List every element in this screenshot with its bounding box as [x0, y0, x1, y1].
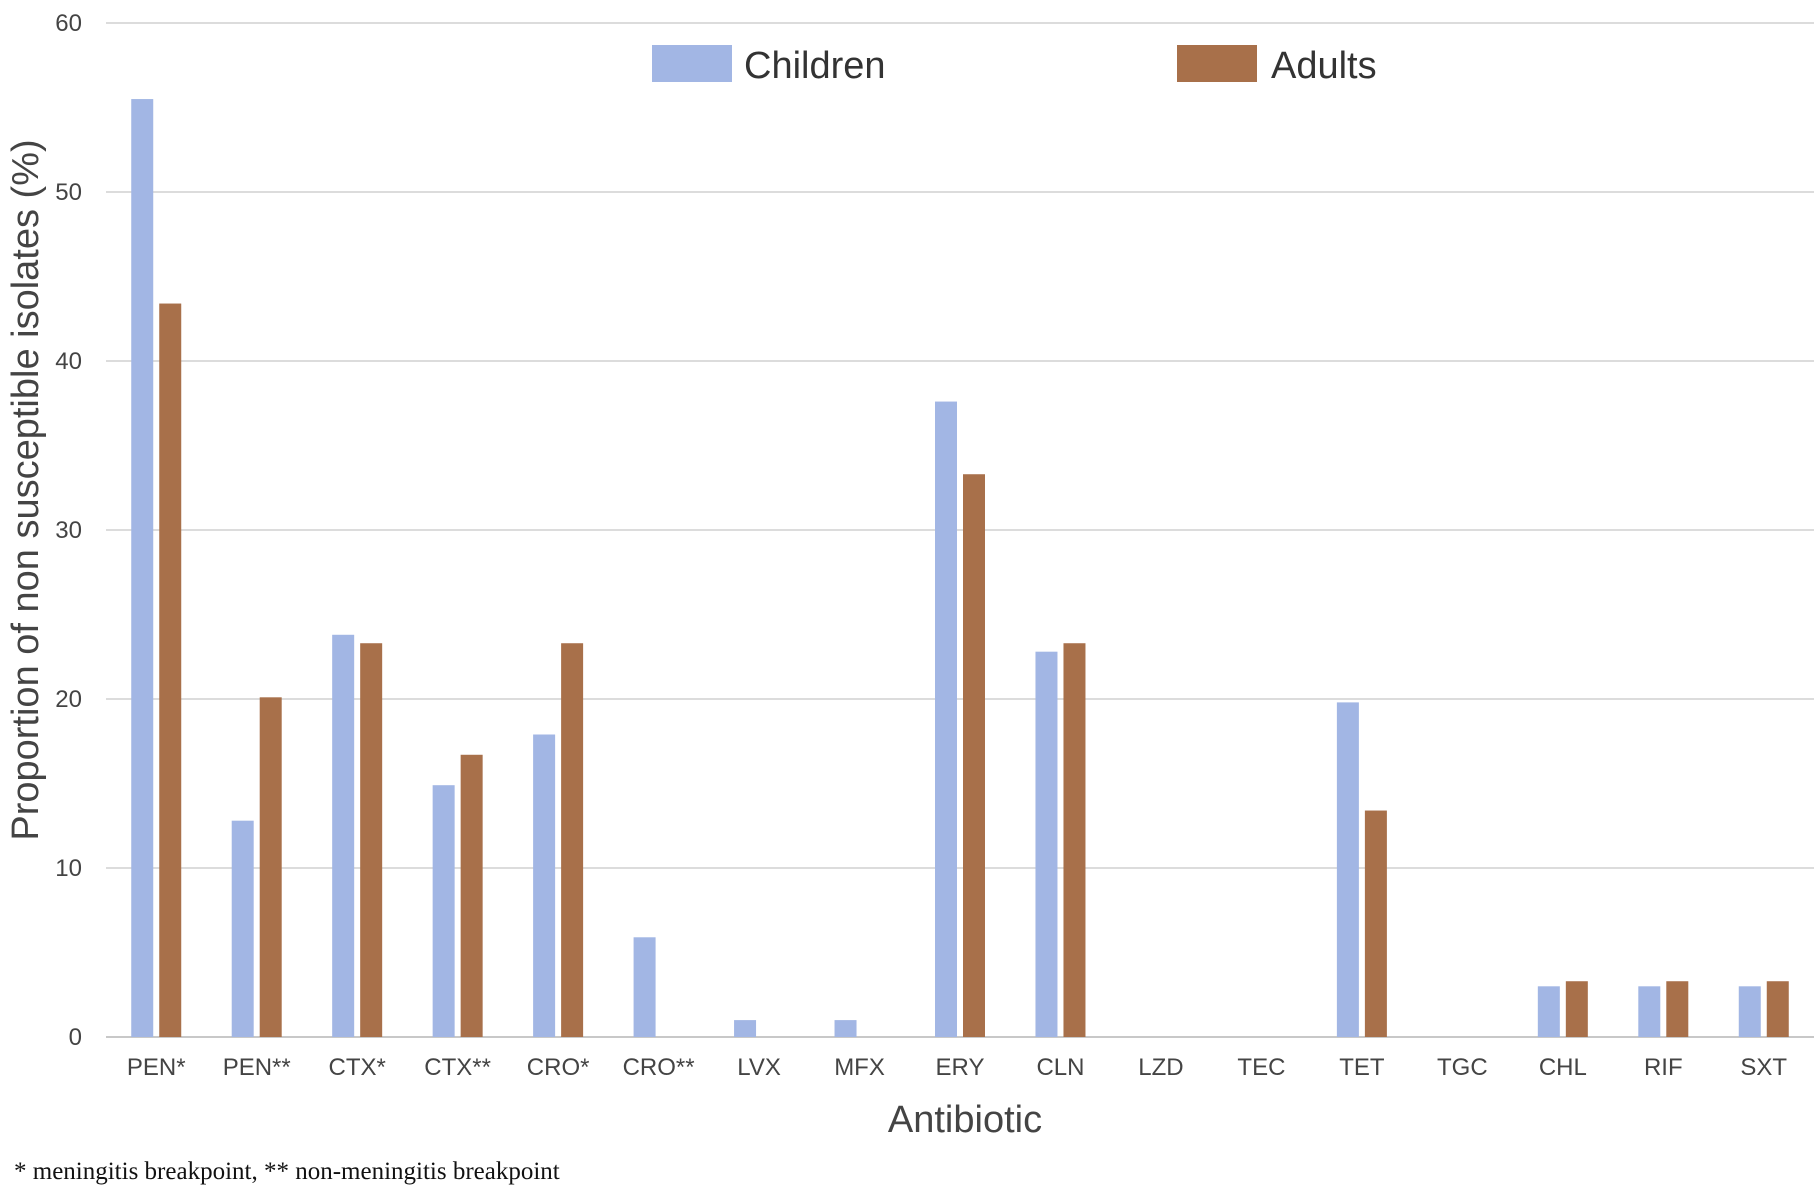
- x-tick-label: CTX**: [424, 1054, 491, 1081]
- x-tick-label: LZD: [1138, 1054, 1183, 1081]
- bar-children-8: [935, 401, 957, 1037]
- bar-children-9: [1035, 651, 1058, 1037]
- bar-adults-1: [259, 697, 282, 1037]
- bar-adults-12: [1364, 810, 1387, 1037]
- legend-label-adults: Adults: [1271, 45, 1377, 87]
- bar-adults-8: [963, 474, 985, 1038]
- bar-adults-14: [1565, 981, 1588, 1037]
- y-tick-label: 60: [55, 10, 82, 37]
- bar-children-12: [1336, 702, 1359, 1037]
- y-tick-label: 20: [55, 686, 82, 713]
- x-tick-label: RIF: [1644, 1054, 1683, 1081]
- bar-adults-16: [1766, 981, 1789, 1037]
- bar-children-2: [332, 634, 355, 1037]
- gridlines: [106, 22, 1814, 1038]
- bar-children-16: [1738, 986, 1761, 1037]
- y-tick-label: 0: [69, 1024, 82, 1051]
- x-tick-label: TGC: [1437, 1054, 1488, 1081]
- legend-label-children: Children: [744, 45, 886, 87]
- bar-children-6: [734, 1020, 757, 1037]
- bar-adults-2: [360, 643, 383, 1037]
- bar-children-5: [633, 937, 656, 1037]
- bar-children-7: [834, 1020, 857, 1037]
- y-axis-ticks: 0 10 20 30 40 50 60: [55, 10, 82, 1051]
- bars: [131, 99, 1789, 1038]
- x-tick-label: PEN*: [127, 1054, 186, 1081]
- x-tick-label: TEC: [1237, 1054, 1285, 1081]
- x-tick-label: CRO*: [527, 1054, 590, 1081]
- x-axis-ticks: PEN* PEN** CTX* CTX** CRO* CRO** LVX MFX ERY CLN L…: [127, 1054, 1788, 1081]
- bar-adults-4: [561, 643, 584, 1037]
- x-tick-label: MFX: [834, 1054, 885, 1081]
- x-axis-title: Antibiotic: [888, 1099, 1042, 1141]
- x-tick-label: CTX*: [329, 1054, 386, 1081]
- bar-children-15: [1638, 986, 1661, 1037]
- bar-children-14: [1537, 986, 1560, 1037]
- y-tick-label: 50: [55, 179, 82, 206]
- bar-adults-15: [1666, 981, 1689, 1037]
- y-tick-label: 40: [55, 348, 82, 375]
- x-tick-label: PEN**: [223, 1054, 291, 1081]
- x-tick-label: ERY: [936, 1054, 985, 1081]
- x-tick-label: CRO**: [623, 1054, 695, 1081]
- legend: Children Adults: [652, 45, 1377, 87]
- legend-swatch-children: [652, 45, 732, 82]
- bar-children-4: [533, 734, 556, 1037]
- bar-children-1: [231, 820, 254, 1037]
- y-axis-title: Proportion of non susceptible isolates (…: [5, 139, 47, 840]
- x-tick-label: CLN: [1036, 1054, 1084, 1081]
- y-tick-label: 30: [55, 517, 82, 544]
- bar-chart: 0 10 20 30 40 50 60 PEN* PEN** CTX* CTX** CRO* CRO*…: [5, 10, 1814, 1141]
- bar-children-3: [432, 785, 455, 1037]
- bar-adults-3: [460, 754, 483, 1037]
- bar-adults-0: [159, 303, 182, 1037]
- footnote: * meningitis breakpoint, ** non-meningit…: [14, 1158, 560, 1185]
- x-tick-label: TET: [1339, 1054, 1385, 1081]
- x-tick-label: SXT: [1740, 1054, 1787, 1081]
- legend-swatch-adults: [1177, 45, 1257, 82]
- bar-adults-9: [1063, 643, 1086, 1037]
- x-tick-label: LVX: [737, 1054, 781, 1081]
- bar-children-0: [131, 99, 154, 1038]
- y-tick-label: 10: [55, 855, 82, 882]
- x-tick-label: CHL: [1539, 1054, 1587, 1081]
